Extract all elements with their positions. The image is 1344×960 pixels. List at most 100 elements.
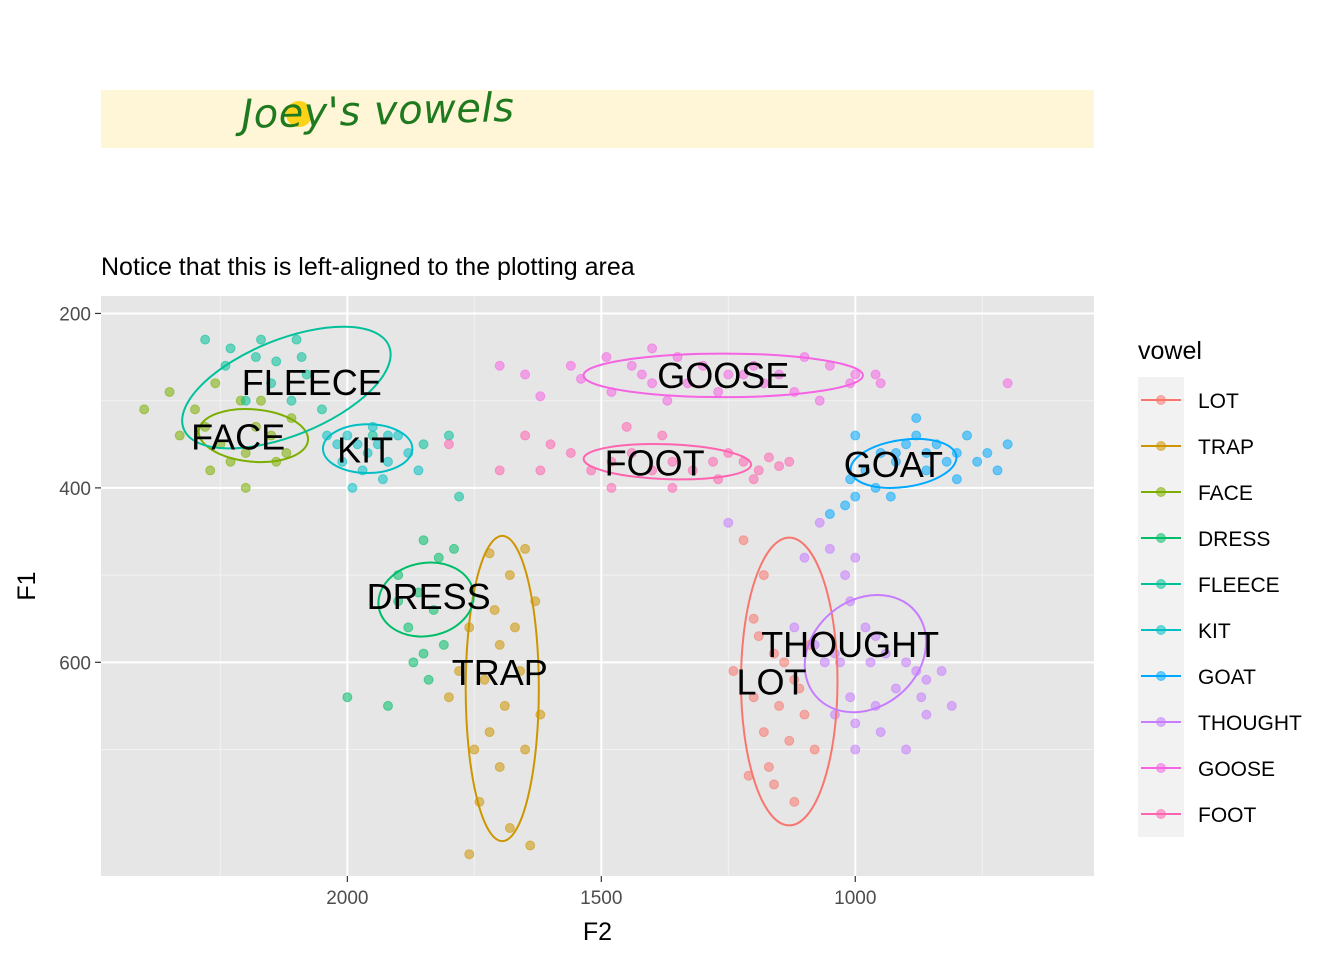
legend-key-point-foot bbox=[1156, 809, 1166, 819]
point-lot bbox=[784, 735, 795, 746]
point-goat bbox=[951, 474, 962, 485]
point-goose bbox=[662, 395, 673, 406]
point-foot bbox=[647, 465, 658, 476]
point-trap bbox=[504, 823, 515, 834]
legend-title: vowel bbox=[1138, 337, 1202, 365]
point-thought bbox=[809, 639, 820, 650]
point-fleece bbox=[296, 352, 307, 363]
legend-key-point-lot bbox=[1156, 395, 1166, 405]
vowel-label-trap: TRAP bbox=[452, 652, 548, 693]
point-goat bbox=[885, 491, 896, 502]
legend-label-kit: KIT bbox=[1198, 620, 1231, 643]
point-foot bbox=[494, 465, 505, 476]
ellipse-goose bbox=[582, 352, 864, 399]
point-thought bbox=[824, 543, 835, 554]
point-trap bbox=[489, 604, 500, 615]
point-lot bbox=[794, 683, 805, 694]
point-goose bbox=[647, 378, 658, 389]
point-thought bbox=[814, 517, 825, 528]
title-band bbox=[101, 90, 1094, 148]
plot-panel bbox=[101, 296, 1094, 876]
legend-label-foot: FOOT bbox=[1198, 804, 1256, 827]
point-goose bbox=[774, 369, 785, 380]
point-goat bbox=[840, 500, 851, 511]
ellipse-lot bbox=[739, 536, 839, 827]
point-thought bbox=[875, 727, 886, 738]
point-lot bbox=[789, 674, 800, 685]
point-dress bbox=[418, 535, 429, 546]
point-dress bbox=[408, 657, 419, 668]
point-kit bbox=[322, 430, 333, 441]
point-dress bbox=[438, 639, 449, 650]
x-tick-label: 2000 bbox=[326, 888, 368, 909]
legend-key-point-fleece bbox=[1156, 579, 1166, 589]
point-kit bbox=[413, 465, 424, 476]
legend-label-goat: GOAT bbox=[1198, 666, 1256, 689]
point-thought bbox=[901, 744, 912, 755]
point-trap bbox=[535, 709, 546, 720]
ellipse-fleece bbox=[181, 325, 392, 450]
legend-key-background bbox=[1138, 377, 1184, 837]
point-kit bbox=[332, 439, 343, 450]
point-lot bbox=[748, 613, 759, 624]
point-trap bbox=[469, 744, 480, 755]
point-goose bbox=[647, 343, 658, 354]
vowel-label-kit: KIT bbox=[337, 429, 393, 470]
point-thought bbox=[789, 622, 800, 633]
legend-key-point-face bbox=[1156, 487, 1166, 497]
vowel-label-foot: FOOT bbox=[605, 442, 705, 483]
point-trap bbox=[504, 570, 515, 581]
point-goose bbox=[850, 369, 861, 380]
point-thought bbox=[799, 552, 810, 563]
point-foot bbox=[687, 465, 698, 476]
point-thought bbox=[936, 666, 947, 677]
point-foot bbox=[606, 456, 617, 467]
point-goose bbox=[875, 378, 886, 389]
point-face bbox=[210, 378, 221, 389]
point-thought bbox=[850, 718, 861, 729]
vowel-label-thought: THOUGHT bbox=[761, 624, 939, 665]
point-goose bbox=[565, 360, 576, 371]
point-thought bbox=[865, 657, 876, 668]
ellipse-face bbox=[197, 408, 310, 464]
point-lot bbox=[799, 709, 810, 720]
point-fleece bbox=[418, 439, 429, 450]
point-trap bbox=[515, 666, 526, 677]
point-thought bbox=[916, 692, 927, 703]
point-trap bbox=[484, 727, 495, 738]
point-foot bbox=[667, 482, 678, 493]
y-axis-title: F1 bbox=[13, 571, 41, 600]
point-goat bbox=[972, 456, 983, 467]
point-thought bbox=[880, 648, 891, 659]
point-lot bbox=[728, 666, 739, 677]
point-dress bbox=[449, 543, 460, 554]
point-goose bbox=[682, 378, 693, 389]
chart-subtitle: Notice that this is left-aligned to the … bbox=[101, 253, 635, 281]
point-goat bbox=[875, 447, 886, 458]
point-goat bbox=[860, 465, 871, 476]
point-foot bbox=[545, 439, 556, 450]
point-dress bbox=[382, 700, 393, 711]
point-face bbox=[255, 395, 266, 406]
point-face bbox=[205, 465, 216, 476]
ellipse-thought bbox=[803, 593, 928, 714]
point-goose bbox=[636, 369, 647, 380]
point-goat bbox=[850, 491, 861, 502]
ellipse-dress bbox=[377, 561, 475, 638]
point-goose bbox=[758, 378, 769, 389]
vowel-label-lot: LOT bbox=[736, 661, 806, 702]
legend-label-goose: GOOSE bbox=[1198, 758, 1275, 781]
point-foot bbox=[753, 465, 764, 476]
point-thought bbox=[890, 683, 901, 694]
point-goose bbox=[748, 360, 759, 371]
point-thought bbox=[850, 744, 861, 755]
legend-key-point-kit bbox=[1156, 625, 1166, 635]
point-kit bbox=[382, 456, 393, 467]
point-dress bbox=[423, 674, 434, 685]
point-lot bbox=[753, 631, 764, 642]
point-foot bbox=[565, 447, 576, 458]
legend-key-point-goose bbox=[1156, 763, 1166, 773]
point-goose bbox=[535, 391, 546, 402]
ellipse-foot bbox=[582, 443, 753, 481]
vowel-label-goat: GOAT bbox=[844, 444, 943, 485]
